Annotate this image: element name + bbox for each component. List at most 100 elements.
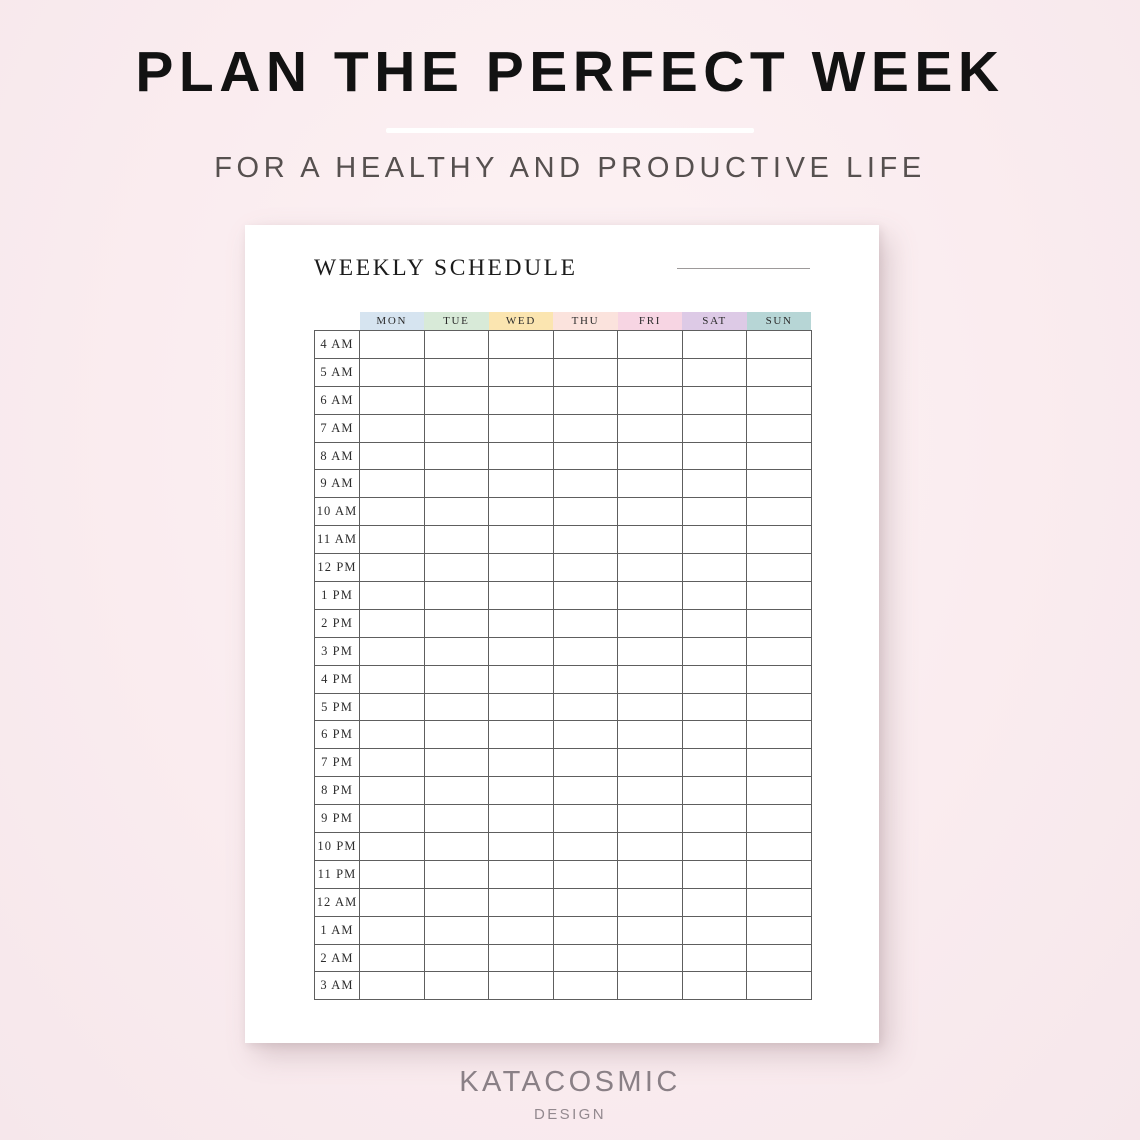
schedule-cell-wed-7[interactable] xyxy=(488,525,554,555)
schedule-cell-fri-2[interactable] xyxy=(617,385,683,415)
schedule-cell-sat-19[interactable] xyxy=(681,859,748,889)
schedule-cell-wed-4[interactable] xyxy=(488,441,554,471)
schedule-cell-wed-21[interactable] xyxy=(488,915,554,945)
schedule-cell-sun-14[interactable] xyxy=(746,720,812,750)
schedule-cell-sun-8[interactable] xyxy=(746,553,812,583)
schedule-cell-fri-0[interactable] xyxy=(617,330,683,359)
schedule-cell-mon-6[interactable] xyxy=(359,497,425,527)
schedule-cell-thu-9[interactable] xyxy=(552,581,619,610)
schedule-cell-mon-18[interactable] xyxy=(359,832,425,861)
schedule-cell-sun-9[interactable] xyxy=(746,581,812,610)
schedule-cell-fri-11[interactable] xyxy=(617,636,683,666)
schedule-cell-sat-13[interactable] xyxy=(681,692,748,722)
schedule-cell-fri-18[interactable] xyxy=(617,832,683,861)
schedule-cell-sun-4[interactable] xyxy=(746,441,812,471)
schedule-cell-sun-16[interactable] xyxy=(746,776,812,806)
schedule-cell-sun-0[interactable] xyxy=(746,330,812,359)
schedule-cell-sat-2[interactable] xyxy=(681,385,748,415)
schedule-cell-sun-12[interactable] xyxy=(746,664,812,694)
schedule-cell-sat-4[interactable] xyxy=(681,441,748,471)
day-header-mon[interactable]: MON xyxy=(359,312,425,331)
schedule-cell-sat-10[interactable] xyxy=(681,608,748,638)
schedule-cell-thu-0[interactable] xyxy=(552,330,619,359)
schedule-cell-sun-11[interactable] xyxy=(746,636,812,666)
schedule-cell-thu-12[interactable] xyxy=(552,664,619,694)
schedule-cell-wed-3[interactable] xyxy=(488,413,554,443)
schedule-cell-thu-20[interactable] xyxy=(552,887,619,917)
schedule-cell-sun-6[interactable] xyxy=(746,497,812,527)
schedule-cell-fri-9[interactable] xyxy=(617,581,683,610)
schedule-cell-sun-10[interactable] xyxy=(746,608,812,638)
schedule-cell-wed-22[interactable] xyxy=(488,943,554,973)
schedule-cell-thu-23[interactable] xyxy=(552,971,619,1001)
schedule-cell-fri-10[interactable] xyxy=(617,608,683,638)
schedule-cell-thu-14[interactable] xyxy=(552,720,619,750)
schedule-cell-fri-1[interactable] xyxy=(617,357,683,387)
schedule-cell-sun-20[interactable] xyxy=(746,887,812,917)
schedule-cell-tue-18[interactable] xyxy=(423,832,490,861)
schedule-cell-mon-7[interactable] xyxy=(359,525,425,555)
schedule-cell-sat-6[interactable] xyxy=(681,497,748,527)
schedule-cell-thu-19[interactable] xyxy=(552,859,619,889)
schedule-cell-fri-16[interactable] xyxy=(617,776,683,806)
schedule-cell-fri-12[interactable] xyxy=(617,664,683,694)
day-header-sun[interactable]: SUN xyxy=(746,312,812,331)
schedule-cell-thu-8[interactable] xyxy=(552,553,619,583)
schedule-cell-sat-7[interactable] xyxy=(681,525,748,555)
schedule-cell-tue-9[interactable] xyxy=(423,581,490,610)
schedule-cell-mon-2[interactable] xyxy=(359,385,425,415)
schedule-cell-wed-11[interactable] xyxy=(488,636,554,666)
day-header-wed[interactable]: WED xyxy=(488,312,554,331)
schedule-cell-thu-5[interactable] xyxy=(552,469,619,499)
schedule-cell-wed-20[interactable] xyxy=(488,887,554,917)
day-header-fri[interactable]: FRI xyxy=(617,312,683,331)
schedule-cell-sun-1[interactable] xyxy=(746,357,812,387)
schedule-cell-tue-7[interactable] xyxy=(423,525,490,555)
schedule-cell-mon-0[interactable] xyxy=(359,330,425,359)
schedule-cell-sat-12[interactable] xyxy=(681,664,748,694)
schedule-cell-tue-16[interactable] xyxy=(423,776,490,806)
schedule-cell-sat-11[interactable] xyxy=(681,636,748,666)
schedule-cell-fri-20[interactable] xyxy=(617,887,683,917)
schedule-cell-sat-1[interactable] xyxy=(681,357,748,387)
schedule-cell-thu-11[interactable] xyxy=(552,636,619,666)
schedule-cell-wed-6[interactable] xyxy=(488,497,554,527)
schedule-cell-tue-14[interactable] xyxy=(423,720,490,750)
schedule-cell-fri-8[interactable] xyxy=(617,553,683,583)
schedule-cell-mon-19[interactable] xyxy=(359,859,425,889)
schedule-cell-tue-6[interactable] xyxy=(423,497,490,527)
schedule-cell-sun-18[interactable] xyxy=(746,832,812,861)
schedule-cell-sat-0[interactable] xyxy=(681,330,748,359)
day-header-tue[interactable]: TUE xyxy=(424,312,489,331)
schedule-cell-fri-23[interactable] xyxy=(617,971,683,1001)
schedule-cell-mon-20[interactable] xyxy=(359,887,425,917)
schedule-cell-mon-8[interactable] xyxy=(359,553,425,583)
schedule-cell-sat-18[interactable] xyxy=(681,832,748,861)
schedule-cell-thu-7[interactable] xyxy=(552,525,619,555)
schedule-cell-wed-1[interactable] xyxy=(488,357,554,387)
schedule-cell-sun-13[interactable] xyxy=(746,692,812,722)
schedule-cell-mon-3[interactable] xyxy=(359,413,425,443)
schedule-cell-sun-23[interactable] xyxy=(746,971,812,1001)
schedule-cell-wed-18[interactable] xyxy=(488,832,554,861)
schedule-cell-sun-2[interactable] xyxy=(746,385,812,415)
schedule-cell-fri-4[interactable] xyxy=(617,441,683,471)
schedule-cell-tue-21[interactable] xyxy=(423,915,490,945)
schedule-cell-mon-23[interactable] xyxy=(359,971,425,1001)
schedule-cell-tue-13[interactable] xyxy=(423,692,490,722)
schedule-cell-tue-4[interactable] xyxy=(423,441,490,471)
schedule-cell-mon-4[interactable] xyxy=(359,441,425,471)
schedule-cell-sun-19[interactable] xyxy=(746,859,812,889)
schedule-cell-wed-15[interactable] xyxy=(488,748,554,778)
schedule-cell-fri-7[interactable] xyxy=(617,525,683,555)
schedule-cell-tue-20[interactable] xyxy=(423,887,490,917)
schedule-cell-sat-5[interactable] xyxy=(681,469,748,499)
schedule-cell-fri-14[interactable] xyxy=(617,720,683,750)
schedule-cell-thu-4[interactable] xyxy=(552,441,619,471)
schedule-cell-thu-13[interactable] xyxy=(552,692,619,722)
schedule-cell-fri-6[interactable] xyxy=(617,497,683,527)
schedule-cell-wed-2[interactable] xyxy=(488,385,554,415)
schedule-cell-thu-21[interactable] xyxy=(552,915,619,945)
schedule-cell-tue-15[interactable] xyxy=(423,748,490,778)
schedule-cell-sat-8[interactable] xyxy=(681,553,748,583)
